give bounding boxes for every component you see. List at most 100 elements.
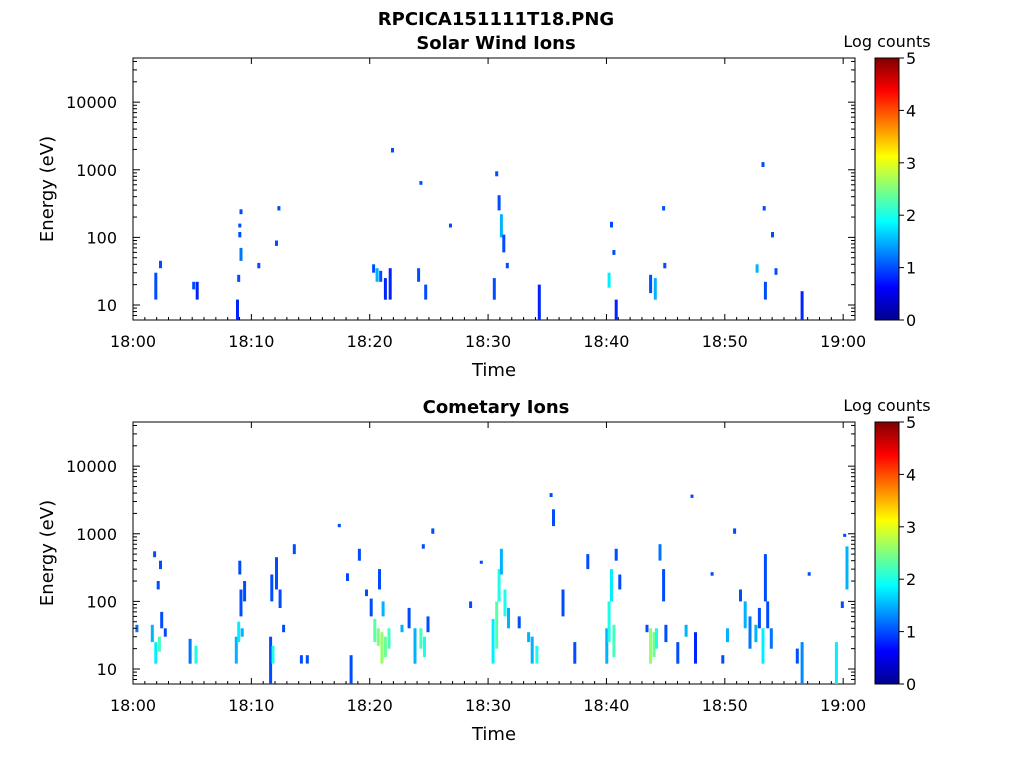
heatmap-cell: [653, 278, 657, 300]
heatmap-cells: [135, 493, 849, 684]
heatmap-cell: [240, 628, 244, 637]
x-tick-label: 18:50: [702, 332, 748, 351]
heatmap-cell: [239, 589, 243, 617]
heatmap-cell: [378, 569, 381, 590]
heatmap-cell: [269, 636, 273, 684]
heatmap-cell: [150, 624, 154, 643]
heatmap-cell: [380, 632, 384, 664]
heatmap-cell: [726, 628, 729, 643]
heatmap-cell: [505, 262, 509, 269]
heatmap-cell: [537, 284, 541, 320]
heatmap-cell: [614, 548, 618, 561]
colorbar-tick-label: 2: [906, 206, 916, 225]
x-tick-label: 18:00: [110, 332, 156, 351]
x-tick-label: 18:40: [583, 696, 629, 715]
colorbar-tick-label: 5: [906, 413, 916, 432]
heatmap-cell: [337, 523, 341, 528]
panel-cometary: Cometary Ions 18:00 18:10 18:20 18:30 18:40 1…: [37, 396, 931, 745]
heatmap-cell: [237, 621, 241, 643]
heatmap-cell: [614, 299, 618, 320]
heatmap-cell: [763, 554, 767, 602]
heatmap-cell: [771, 232, 774, 238]
heatmap-cell: [369, 598, 373, 617]
heatmap-cell: [655, 628, 658, 649]
heatmap-cell: [618, 574, 622, 590]
heatmap-cells: [154, 148, 804, 320]
heatmap-cell: [649, 628, 653, 664]
colorbar-tick-label: 2: [906, 570, 916, 589]
heatmap-cell: [800, 642, 804, 684]
heatmap-cell: [507, 607, 510, 629]
y-axis-ticks: 10 100 1000 10000: [66, 424, 855, 685]
colorbar-tick-label: 5: [906, 49, 916, 68]
colorbar: [874, 57, 900, 321]
heatmap-cell: [843, 533, 847, 537]
heatmap-cell: [663, 262, 667, 269]
heatmap-cell: [357, 548, 361, 561]
heatmap-cell: [795, 648, 799, 664]
heatmap-cell: [419, 628, 423, 649]
heatmap-cell: [238, 560, 242, 575]
heatmap-cell: [834, 642, 838, 684]
colorbar-tick-label: 1: [906, 623, 916, 642]
heatmap-cell: [684, 624, 688, 637]
x-tick-label: 18:50: [702, 696, 748, 715]
heatmap-cell: [160, 611, 164, 629]
colorbar-tick-label: 3: [906, 518, 916, 537]
heatmap-cell: [299, 655, 303, 664]
plot-area: [132, 57, 856, 321]
heatmap-cell: [426, 616, 430, 633]
heatmap-cell: [237, 274, 241, 282]
heatmap-cell: [375, 268, 379, 282]
x-axis-ticks: 18:00 18:10 18:20 18:30 18:40 18:50 19:00: [110, 422, 866, 715]
heatmap-cell: [154, 272, 158, 300]
heatmap-cell: [690, 494, 694, 498]
y-tick-label: 10: [97, 296, 117, 315]
heatmap-cell: [763, 281, 767, 300]
heatmap-cell: [652, 632, 656, 658]
heatmap-cell: [431, 528, 435, 534]
y-tick-label: 1000: [76, 525, 117, 544]
heatmap-cell: [154, 642, 158, 664]
heatmap-cell: [530, 636, 534, 664]
heatmap-cell: [743, 601, 747, 629]
heatmap-cell: [733, 528, 737, 534]
heatmap-cell: [188, 638, 192, 664]
x-tick-label: 18:30: [465, 696, 511, 715]
heatmap-cell: [238, 232, 242, 238]
heatmap-cell: [159, 260, 162, 269]
heatmap-cell: [645, 624, 649, 633]
heatmap-cell: [194, 645, 198, 664]
y-tick-label: 10000: [66, 93, 117, 112]
heatmap-cell: [163, 628, 167, 637]
heatmap-cell: [391, 148, 394, 153]
heatmap-cell: [346, 573, 349, 581]
heatmap-cell: [739, 589, 742, 602]
heatmap-cell: [535, 645, 539, 664]
heatmap-cell: [257, 262, 261, 269]
heatmap-cell: [159, 560, 162, 570]
heatmap-cell: [499, 214, 503, 238]
heatmap-cell: [757, 607, 761, 629]
heatmap-cell: [748, 616, 752, 649]
heatmap-cell: [479, 560, 483, 564]
x-tick-label: 18:10: [228, 332, 274, 351]
heatmap-cell: [761, 628, 765, 664]
colorbar-tick-label: 4: [906, 101, 916, 120]
heatmap-cell: [236, 299, 239, 320]
x-tick-label: 18:20: [347, 696, 393, 715]
heatmap-cell: [491, 618, 495, 664]
heatmap-cell: [413, 628, 417, 664]
heatmap-cell: [754, 624, 758, 643]
heatmap-cell: [492, 278, 496, 300]
colorbar-ticks: 0 1 2 3 4 5: [899, 49, 916, 330]
heatmap-cell: [561, 589, 565, 617]
heatmap-cell: [845, 546, 849, 590]
heatmap-cell: [449, 223, 452, 228]
heatmap-cell: [156, 581, 160, 590]
y-axis-ticks: 10 100 1000 10000: [66, 60, 855, 321]
x-tick-label: 18:10: [228, 696, 274, 715]
x-tick-label: 18:20: [347, 332, 393, 351]
y-tick-label: 10: [97, 660, 117, 679]
heatmap-cell: [607, 601, 611, 643]
